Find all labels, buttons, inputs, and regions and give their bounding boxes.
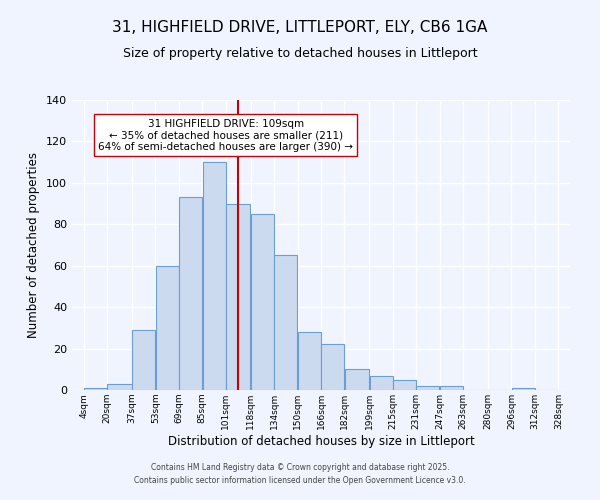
Bar [298,332,321,390]
Bar [107,384,132,390]
Bar [274,256,298,390]
Bar [179,198,202,390]
Text: 31 HIGHFIELD DRIVE: 109sqm
← 35% of detached houses are smaller (211)
64% of sem: 31 HIGHFIELD DRIVE: 109sqm ← 35% of deta… [98,118,353,152]
Text: Size of property relative to detached houses in Littleport: Size of property relative to detached ho… [122,48,478,60]
Y-axis label: Number of detached properties: Number of detached properties [28,152,40,338]
Bar [344,370,369,390]
Text: Contains public sector information licensed under the Open Government Licence v3: Contains public sector information licen… [134,476,466,485]
Bar [321,344,344,390]
Bar [203,162,226,390]
Bar [416,386,439,390]
Bar [440,386,463,390]
Bar [226,204,250,390]
Bar [84,388,107,390]
Bar [393,380,416,390]
Bar [132,330,155,390]
Bar [251,214,274,390]
Text: 31, HIGHFIELD DRIVE, LITTLEPORT, ELY, CB6 1GA: 31, HIGHFIELD DRIVE, LITTLEPORT, ELY, CB… [112,20,488,35]
X-axis label: Distribution of detached houses by size in Littleport: Distribution of detached houses by size … [167,434,475,448]
Text: Contains HM Land Registry data © Crown copyright and database right 2025.: Contains HM Land Registry data © Crown c… [151,464,449,472]
Bar [512,388,535,390]
Bar [156,266,179,390]
Bar [370,376,392,390]
